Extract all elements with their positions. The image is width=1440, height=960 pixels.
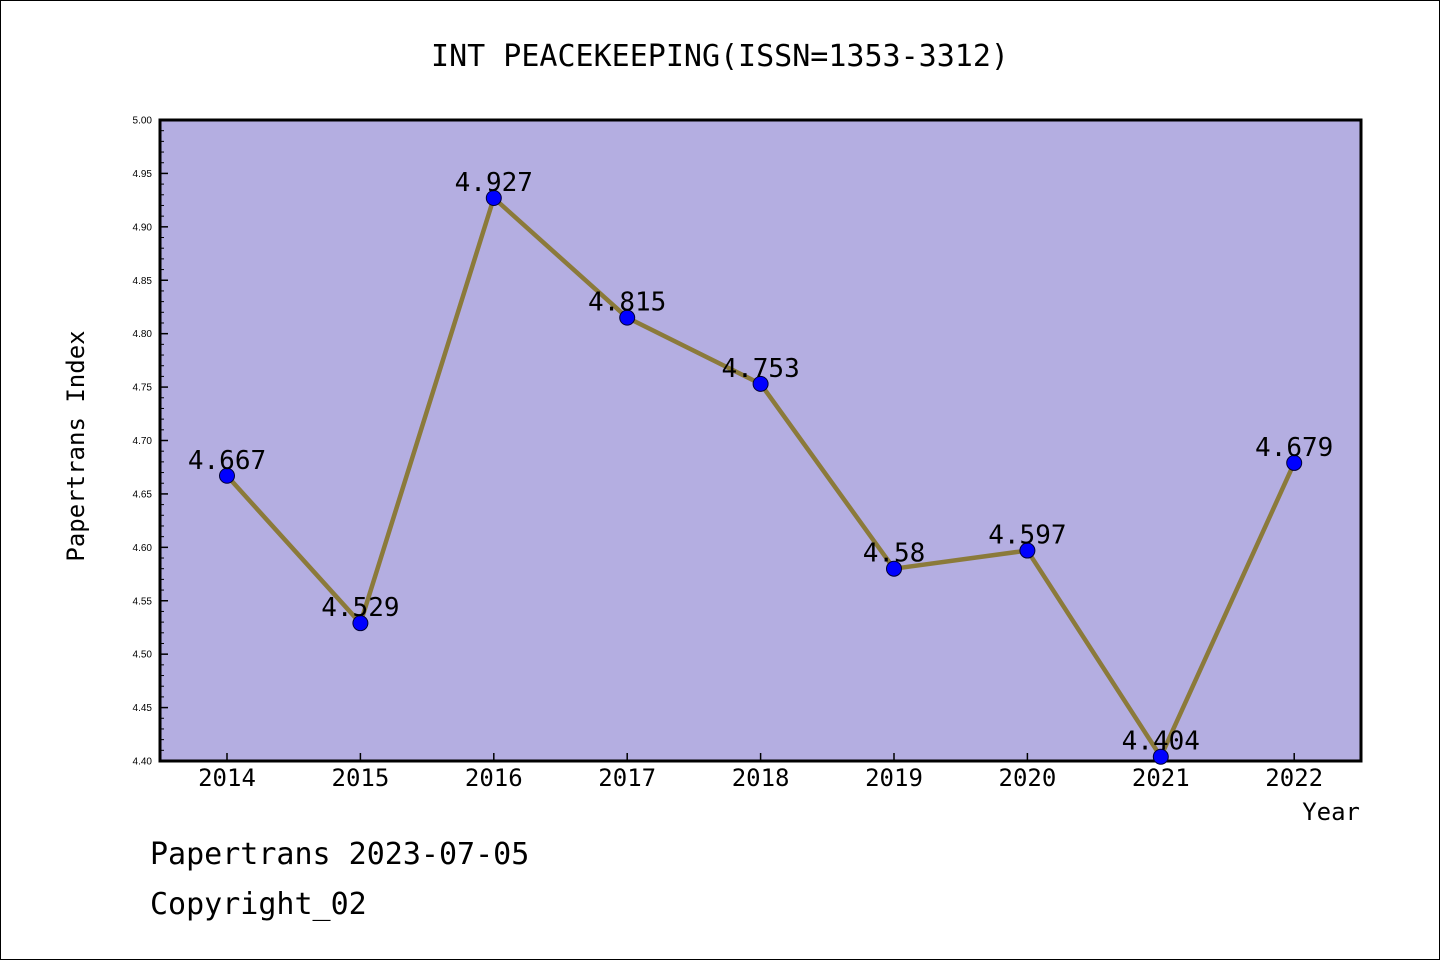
x-axis-label: Year	[1302, 798, 1360, 826]
y-tick-label: 4.60	[133, 543, 153, 554]
data-label: 4.927	[455, 168, 533, 198]
chart-title: INT PEACEKEEPING(ISSN=1353-3312)	[431, 39, 1009, 74]
x-tick-label: 2017	[598, 764, 656, 792]
y-tick-label: 4.75	[133, 383, 153, 394]
data-point	[619, 309, 636, 326]
x-tick-label: 2020	[999, 764, 1057, 792]
y-tick-label: 4.65	[133, 489, 153, 500]
x-tick-label: 2021	[1132, 764, 1190, 792]
data-point	[1019, 542, 1036, 559]
x-tick-label: 2016	[465, 764, 523, 792]
footer-source: Papertrans 2023-07-05	[150, 837, 529, 872]
data-point	[752, 375, 769, 392]
data-label: 4.529	[321, 593, 399, 623]
data-label: 4.679	[1255, 433, 1333, 463]
data-point	[219, 467, 235, 484]
y-tick-label: 4.80	[133, 329, 153, 340]
y-tick-label: 4.45	[133, 703, 153, 714]
y-tick-label: 5.00	[133, 116, 153, 127]
x-tick-label: 2018	[732, 764, 790, 792]
data-label: 4.753	[721, 354, 799, 384]
data-point	[485, 189, 502, 206]
x-tick-label: 2015	[332, 764, 390, 792]
data-point	[1152, 748, 1169, 765]
y-tick-label: 4.90	[133, 222, 153, 233]
y-tick-label: 4.70	[133, 436, 153, 447]
y-axis: 4.40 4.45 4.50 4.55 4.60 4.65 4.70 4.75 4.80 4.85…	[133, 116, 168, 768]
y-tick-label: 4.50	[133, 650, 153, 661]
y-tick-label: 4.40	[133, 757, 153, 768]
y-tick-label: 4.55	[133, 596, 153, 607]
data-labels: 4.667 4.529 4.927 4.815 4.753 4.58 4.597 4.404 4…	[188, 168, 1333, 757]
y-tick-label: 4.85	[133, 276, 153, 287]
y-tick-label: 4.95	[133, 169, 153, 180]
footer-copyright: Copyright_02	[150, 887, 367, 922]
data-point	[1286, 454, 1303, 471]
x-tick-label: 2014	[198, 764, 256, 792]
series-markers	[219, 189, 1303, 765]
data-label: 4.597	[988, 521, 1066, 551]
data-label: 4.815	[588, 288, 666, 318]
data-label: 4.58	[863, 539, 926, 569]
y-axis-label: Papertrans Index	[62, 330, 90, 561]
data-point	[352, 615, 369, 632]
data-label: 4.404	[1122, 727, 1200, 757]
data-point	[886, 560, 902, 577]
data-label: 4.667	[188, 446, 266, 476]
x-tick-label: 2019	[865, 764, 923, 792]
x-axis: 2014 2015 2016 2017 2018 2019 2020 2021 2022	[198, 753, 1323, 792]
plot-area	[158, 118, 1363, 763]
x-tick-label: 2022	[1265, 764, 1323, 792]
